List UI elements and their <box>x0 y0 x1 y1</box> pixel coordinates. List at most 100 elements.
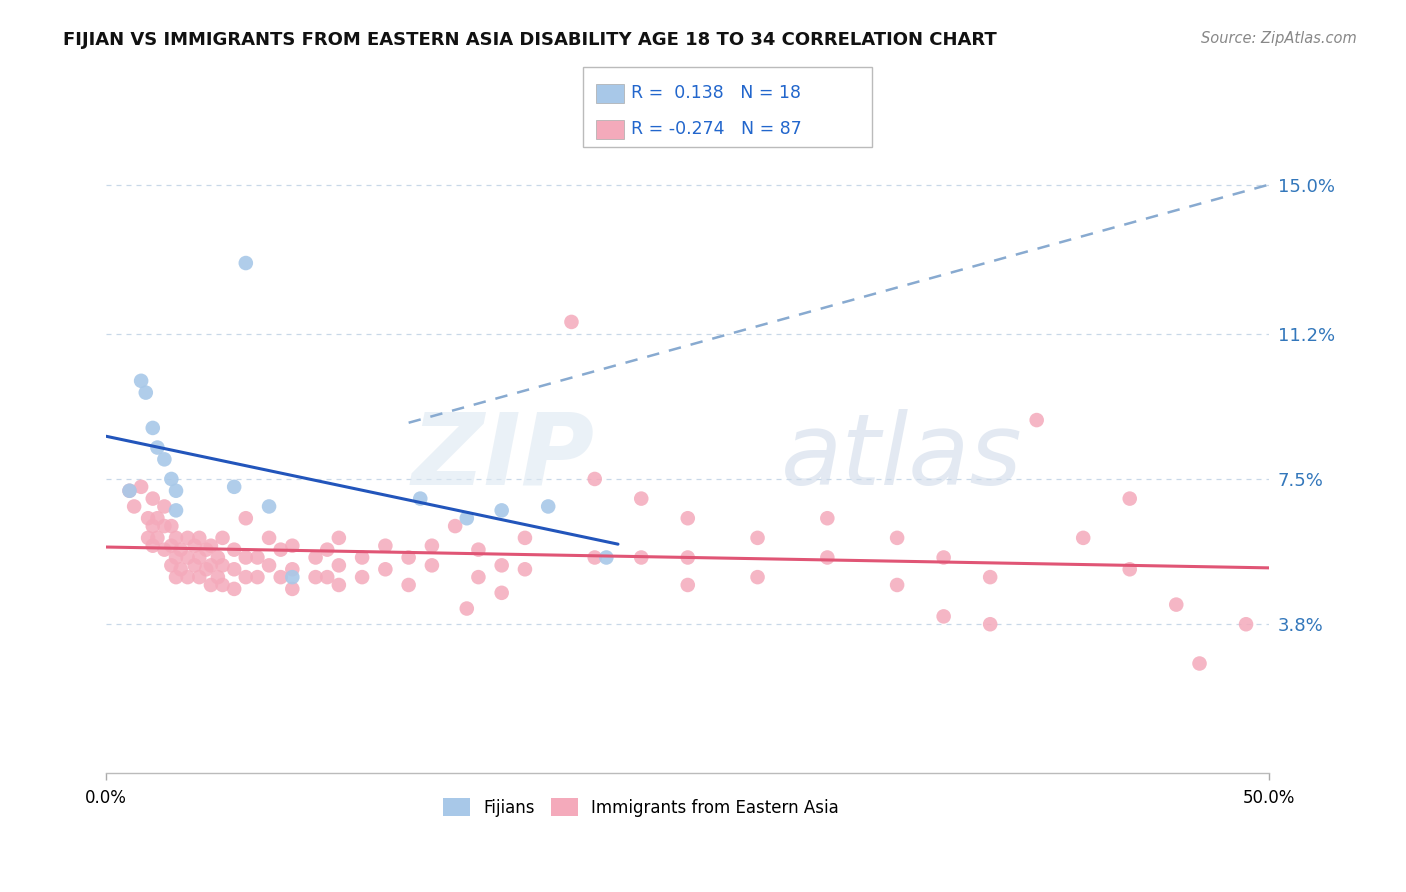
Point <box>328 578 350 592</box>
Point <box>352 550 374 565</box>
Point <box>207 550 229 565</box>
Point <box>195 562 218 576</box>
Text: ZIP: ZIP <box>412 409 595 506</box>
Point <box>304 550 326 565</box>
Point <box>170 542 193 557</box>
Point <box>491 586 513 600</box>
Point <box>316 570 339 584</box>
Point <box>281 562 304 576</box>
Point <box>200 578 222 592</box>
Point <box>211 558 233 573</box>
Point <box>129 374 152 388</box>
Point <box>456 511 478 525</box>
Point <box>257 500 280 514</box>
Point <box>1234 617 1257 632</box>
Point <box>1071 531 1094 545</box>
Point <box>195 542 218 557</box>
Point <box>747 531 769 545</box>
Point <box>153 519 176 533</box>
Point <box>932 550 955 565</box>
Point <box>136 531 159 545</box>
Point <box>281 539 304 553</box>
Point <box>1025 413 1047 427</box>
Point <box>165 483 187 498</box>
Point <box>207 570 229 584</box>
Point <box>932 609 955 624</box>
Point <box>491 503 513 517</box>
Point <box>444 519 467 533</box>
Point <box>142 519 165 533</box>
Point <box>160 519 183 533</box>
Point <box>122 500 145 514</box>
Point <box>188 570 211 584</box>
Point <box>170 562 193 576</box>
Point <box>183 539 205 553</box>
Point <box>815 550 838 565</box>
Point <box>235 511 257 525</box>
Legend: Fijians, Immigrants from Eastern Asia: Fijians, Immigrants from Eastern Asia <box>437 791 846 823</box>
Point <box>165 570 187 584</box>
Point <box>257 531 280 545</box>
Point <box>135 385 157 400</box>
Point <box>146 441 169 455</box>
Point <box>1119 562 1142 576</box>
Point <box>224 480 246 494</box>
Point <box>176 531 198 545</box>
Point <box>815 511 838 525</box>
Point <box>979 617 1001 632</box>
Point <box>246 570 269 584</box>
Point <box>153 542 176 557</box>
Point <box>160 539 183 553</box>
Point <box>304 570 326 584</box>
Point <box>270 570 292 584</box>
Point <box>352 570 374 584</box>
Point <box>676 578 699 592</box>
Point <box>176 550 198 565</box>
Text: FIJIAN VS IMMIGRANTS FROM EASTERN ASIA DISABILITY AGE 18 TO 34 CORRELATION CHART: FIJIAN VS IMMIGRANTS FROM EASTERN ASIA D… <box>63 31 997 49</box>
Point <box>374 562 396 576</box>
Point <box>420 539 443 553</box>
Point <box>165 550 187 565</box>
Point <box>537 500 560 514</box>
Point <box>211 578 233 592</box>
Point <box>200 539 222 553</box>
Point <box>165 503 187 517</box>
Point <box>160 472 183 486</box>
Point <box>246 550 269 565</box>
Point <box>1188 657 1211 671</box>
Point <box>467 570 489 584</box>
Point <box>747 570 769 584</box>
Text: atlas: atlas <box>780 409 1022 506</box>
Point <box>160 558 183 573</box>
Point <box>224 582 246 596</box>
Point <box>129 480 152 494</box>
Point <box>211 531 233 545</box>
Point <box>630 550 652 565</box>
Point <box>491 558 513 573</box>
Point <box>224 562 246 576</box>
Point <box>118 483 141 498</box>
Point <box>1166 598 1188 612</box>
Point <box>281 582 304 596</box>
Point <box>200 558 222 573</box>
Point <box>467 542 489 557</box>
Point <box>456 601 478 615</box>
Point <box>188 550 211 565</box>
Point <box>188 531 211 545</box>
Point <box>165 531 187 545</box>
Point <box>328 531 350 545</box>
Point <box>676 550 699 565</box>
Point <box>583 472 606 486</box>
Point <box>270 542 292 557</box>
Point <box>676 511 699 525</box>
Point <box>153 500 176 514</box>
Point <box>560 315 582 329</box>
Point <box>316 542 339 557</box>
Point <box>176 570 198 584</box>
Point <box>398 578 420 592</box>
Point <box>224 542 246 557</box>
Text: R =  0.138   N = 18: R = 0.138 N = 18 <box>631 84 801 102</box>
Point <box>146 531 169 545</box>
Point <box>235 256 257 270</box>
Point <box>235 550 257 565</box>
